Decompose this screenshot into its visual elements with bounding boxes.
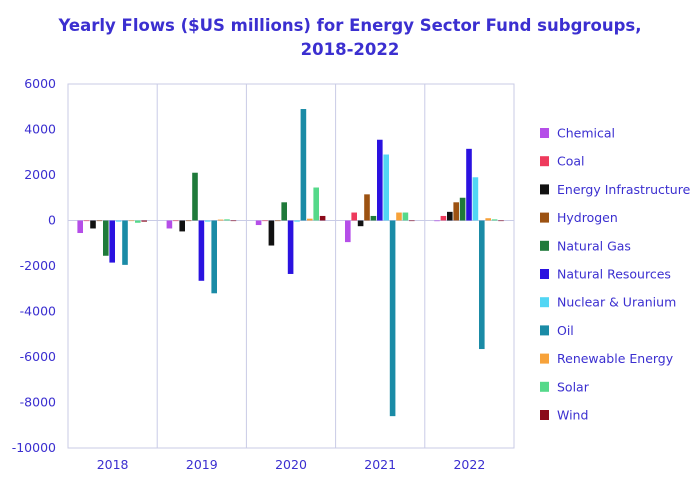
bar-natural-gas	[103, 220, 109, 256]
bar-solar	[491, 219, 498, 221]
bar-chemical	[77, 220, 83, 234]
bar-hydrogen	[275, 220, 281, 222]
bar-nuclear-uranium	[294, 220, 300, 222]
bar-oil	[389, 220, 396, 417]
chart-title-line2: 2018-2022	[300, 40, 400, 59]
legend-swatch	[540, 212, 549, 223]
bar-natural-gas	[370, 215, 377, 221]
bar-oil	[479, 220, 485, 350]
x-tick-label: 2021	[364, 457, 396, 472]
bar-oil	[300, 109, 307, 221]
bar-wind	[230, 220, 237, 222]
x-tick-label: 2019	[186, 457, 218, 472]
legend-swatch	[540, 325, 549, 336]
legend-label: Natural Gas	[557, 238, 631, 253]
legend-label: Renewable Energy	[557, 351, 674, 366]
legend-label: Coal	[557, 154, 585, 169]
bar-solar	[313, 187, 319, 221]
x-tick-label: 2020	[275, 457, 307, 472]
bar-wind	[319, 215, 326, 221]
x-tick-label: 2022	[453, 457, 485, 472]
bar-hydrogen	[185, 220, 192, 222]
bar-oil	[122, 220, 128, 265]
bar-nuclear-uranium	[205, 220, 211, 222]
bar-chemical	[345, 220, 351, 243]
bar-coal	[83, 220, 90, 222]
legend-label: Natural Resources	[557, 267, 671, 282]
legend-label: Hydrogen	[557, 210, 618, 225]
bar-natural-resources	[377, 139, 383, 221]
bar-natural-gas	[281, 202, 287, 221]
bar-energy-infrastructure	[447, 211, 453, 221]
bar-hydrogen	[364, 194, 370, 221]
bar-nuclear-uranium	[472, 177, 479, 221]
plot-area-border	[67, 83, 515, 449]
legend-swatch	[540, 381, 549, 392]
y-tick-label: -6000	[20, 349, 56, 364]
bar-hydrogen	[453, 202, 459, 221]
y-tick-label: 2000	[24, 167, 56, 182]
y-tick-label: -8000	[20, 395, 56, 410]
legend-label: Energy Infrastructure	[557, 182, 691, 197]
bar-coal	[351, 212, 357, 221]
legend-label: Chemical	[557, 126, 615, 141]
bar-renewable-energy	[217, 219, 224, 221]
bar-solar	[224, 219, 230, 221]
bar-wind	[498, 220, 504, 222]
bar-wind	[409, 220, 415, 222]
legend-swatch	[540, 184, 549, 195]
y-tick-label: -2000	[20, 258, 56, 273]
bar-energy-infrastructure	[268, 220, 275, 246]
y-tick-label: 0	[48, 213, 56, 228]
legend-label: Nuclear & Uranium	[557, 295, 676, 310]
legend-swatch	[540, 128, 549, 138]
legend-swatch	[540, 269, 549, 279]
bar-coal	[262, 220, 268, 222]
bar-coal	[173, 220, 179, 222]
bar-solar	[402, 212, 409, 221]
legend-label: Oil	[557, 323, 574, 338]
legend-swatch	[540, 410, 549, 420]
bar-nuclear-uranium	[115, 220, 122, 222]
bar-nuclear-uranium	[383, 154, 389, 221]
bar-chemical	[255, 220, 262, 226]
legend-label: Solar	[557, 379, 590, 394]
bar-natural-resources	[287, 220, 294, 274]
legend-swatch	[540, 297, 549, 308]
bar-natural-resources	[466, 148, 472, 221]
bar-chemical	[166, 220, 173, 229]
bar-energy-infrastructure	[90, 220, 96, 229]
bar-renewable-energy	[485, 218, 491, 221]
bar-natural-resources	[198, 220, 205, 281]
bar-hydrogen	[96, 220, 103, 222]
bar-natural-gas	[192, 172, 198, 221]
y-tick-label: -10000	[12, 440, 56, 455]
bar-oil	[211, 220, 217, 294]
bar-solar	[135, 220, 141, 223]
bar-coal	[440, 215, 447, 221]
bar-wind	[141, 220, 147, 222]
bar-renewable-energy	[128, 220, 135, 222]
bar-energy-infrastructure	[179, 220, 185, 232]
legend-label: Wind	[557, 408, 588, 423]
chart-title-line1: Yearly Flows ($US millions) for Energy S…	[58, 16, 642, 35]
bar-natural-gas	[459, 197, 466, 221]
bar-renewable-energy	[396, 212, 402, 221]
x-tick-label: 2018	[97, 457, 129, 472]
legend-swatch	[540, 156, 549, 167]
legend-swatch	[540, 240, 549, 251]
y-tick-label: 6000	[24, 76, 56, 91]
bar-natural-resources	[109, 220, 115, 263]
chart-title: Yearly Flows ($US millions) for Energy S…	[40, 14, 660, 62]
bar-chemical	[434, 220, 440, 222]
legend-swatch	[540, 353, 549, 364]
bar-renewable-energy	[307, 218, 313, 221]
y-tick-label: -4000	[20, 304, 56, 319]
y-tick-label: 4000	[24, 122, 56, 137]
bar-energy-infrastructure	[357, 220, 364, 227]
